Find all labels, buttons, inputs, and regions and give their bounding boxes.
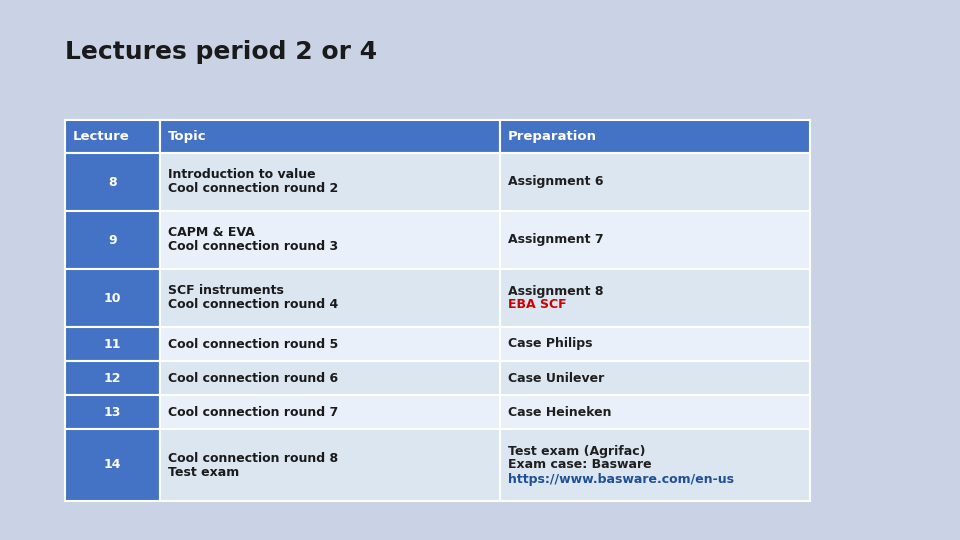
Text: Test exam: Test exam bbox=[168, 465, 239, 478]
Bar bbox=[65, 120, 160, 153]
Bar bbox=[65, 395, 160, 429]
Text: 14: 14 bbox=[104, 458, 121, 471]
Bar bbox=[65, 153, 160, 211]
Bar bbox=[160, 429, 500, 501]
Bar bbox=[160, 395, 500, 429]
Text: Cool connection round 2: Cool connection round 2 bbox=[168, 183, 338, 195]
Text: Assignment 6: Assignment 6 bbox=[508, 176, 604, 188]
Bar bbox=[65, 361, 160, 395]
Bar bbox=[500, 429, 810, 501]
Text: EBA SCF: EBA SCF bbox=[508, 299, 566, 312]
Text: Assignment 8: Assignment 8 bbox=[508, 285, 604, 298]
Text: Cool connection round 4: Cool connection round 4 bbox=[168, 299, 338, 312]
Text: 13: 13 bbox=[104, 406, 121, 419]
Bar bbox=[160, 153, 500, 211]
Text: Cool connection round 8: Cool connection round 8 bbox=[168, 451, 338, 464]
Bar bbox=[500, 153, 810, 211]
Text: 9: 9 bbox=[108, 233, 117, 246]
Text: Case Unilever: Case Unilever bbox=[508, 372, 604, 384]
Text: Preparation: Preparation bbox=[508, 130, 597, 143]
Text: Cool connection round 7: Cool connection round 7 bbox=[168, 406, 338, 419]
Text: Case Philips: Case Philips bbox=[508, 338, 592, 350]
Text: Introduction to value: Introduction to value bbox=[168, 168, 316, 181]
Bar bbox=[160, 327, 500, 361]
Bar bbox=[65, 269, 160, 327]
Text: Cool connection round 3: Cool connection round 3 bbox=[168, 240, 338, 253]
Text: 11: 11 bbox=[104, 338, 121, 350]
Bar bbox=[500, 327, 810, 361]
Text: https://www.basware.com/en-us: https://www.basware.com/en-us bbox=[508, 472, 734, 485]
Text: Cool connection round 6: Cool connection round 6 bbox=[168, 372, 338, 384]
Text: 8: 8 bbox=[108, 176, 117, 188]
Bar bbox=[160, 269, 500, 327]
Bar bbox=[65, 429, 160, 501]
Bar bbox=[160, 361, 500, 395]
Text: SCF instruments: SCF instruments bbox=[168, 285, 284, 298]
Text: Exam case: Basware: Exam case: Basware bbox=[508, 458, 652, 471]
Text: CAPM & EVA: CAPM & EVA bbox=[168, 226, 254, 240]
Bar bbox=[65, 327, 160, 361]
Bar bbox=[160, 211, 500, 269]
Bar bbox=[500, 211, 810, 269]
Bar bbox=[65, 211, 160, 269]
Bar bbox=[160, 120, 500, 153]
Bar bbox=[500, 120, 810, 153]
Text: Topic: Topic bbox=[168, 130, 206, 143]
Text: Lectures period 2 or 4: Lectures period 2 or 4 bbox=[65, 40, 377, 64]
Bar bbox=[500, 395, 810, 429]
Text: Lecture: Lecture bbox=[73, 130, 130, 143]
Text: 10: 10 bbox=[104, 292, 121, 305]
Text: Case Heineken: Case Heineken bbox=[508, 406, 612, 419]
Text: Cool connection round 5: Cool connection round 5 bbox=[168, 338, 338, 350]
Bar bbox=[500, 361, 810, 395]
Bar bbox=[500, 269, 810, 327]
Text: Test exam (Agrifac): Test exam (Agrifac) bbox=[508, 444, 645, 457]
Text: Assignment 7: Assignment 7 bbox=[508, 233, 604, 246]
Text: 12: 12 bbox=[104, 372, 121, 384]
